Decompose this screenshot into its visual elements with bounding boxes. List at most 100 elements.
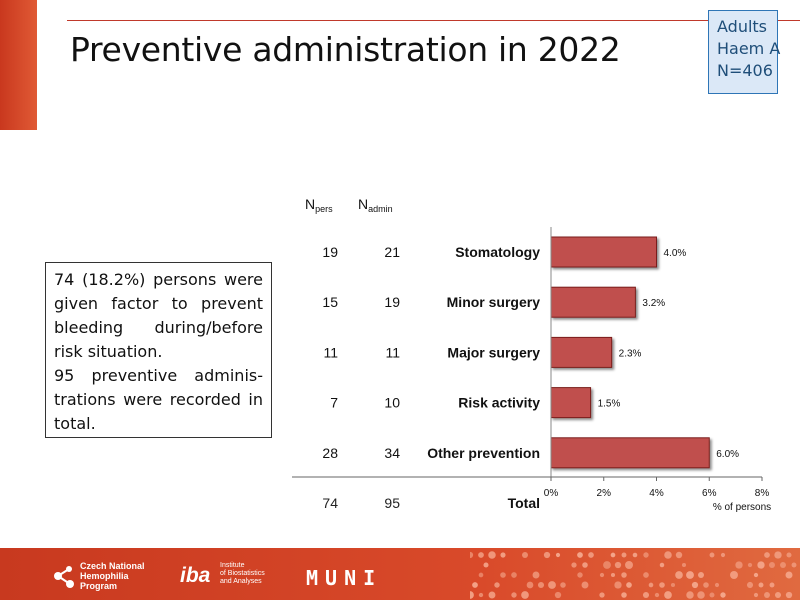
pattern-dot — [560, 582, 566, 588]
x-tick-label: 6% — [702, 488, 717, 499]
page-title: Preventive administration in 2022 — [70, 30, 621, 69]
pattern-dot — [470, 551, 474, 559]
x-axis-label: % of persons — [713, 502, 771, 513]
pattern-dot — [478, 592, 484, 598]
pattern-dot — [642, 591, 650, 599]
pattern-dot — [764, 552, 770, 558]
pattern-dot — [714, 582, 720, 588]
pattern-dot — [791, 562, 797, 568]
pattern-dot — [582, 562, 588, 568]
pattern-dot — [648, 582, 654, 588]
pattern-dot — [500, 552, 506, 558]
nadmin-value: 10 — [384, 395, 400, 411]
pattern-dot — [478, 572, 484, 578]
pattern-dot — [786, 552, 792, 558]
pattern-dot — [577, 552, 583, 558]
pattern-dot — [548, 581, 556, 589]
pattern-dot — [686, 591, 694, 599]
title-rule — [67, 20, 800, 21]
pattern-dot — [526, 581, 534, 589]
header-nadmin: Nadmin — [358, 196, 393, 214]
pattern-dot — [500, 572, 506, 578]
header-npers: Npers — [305, 196, 333, 214]
category-label: Minor surgery — [447, 294, 541, 310]
population-badge: Adults Haem A N=406 — [708, 10, 781, 94]
pattern-dot — [774, 551, 782, 559]
pattern-dot — [621, 592, 627, 598]
pattern-dot — [555, 552, 561, 558]
pattern-dot — [664, 591, 672, 599]
total-label: Total — [508, 495, 540, 511]
bar — [550, 286, 636, 318]
pattern-dot — [511, 572, 517, 578]
summary-textbox: 74 (18.2%) persons were given factor to … — [45, 262, 272, 438]
pattern-dot — [686, 571, 694, 579]
pattern-dot — [720, 592, 726, 598]
logo-text: Program — [80, 581, 118, 591]
npers-value: 19 — [322, 244, 338, 260]
pattern-dot — [709, 592, 715, 598]
data-label: 6.0% — [716, 449, 739, 460]
pattern-dot — [488, 591, 496, 599]
summary-paragraph: 95 preventive adminis-trations were reco… — [54, 366, 263, 433]
logo-text: Czech National — [80, 561, 145, 571]
iba-mark: iba — [180, 564, 211, 587]
total-nadmin: 95 — [384, 495, 400, 511]
logo-text: of Biostatistics — [220, 570, 265, 577]
muni-logo: MUNI — [306, 566, 383, 590]
nadmin-value: 19 — [384, 294, 400, 310]
pattern-dot — [698, 572, 704, 578]
pattern-dot — [746, 581, 754, 589]
data-label: 1.5% — [598, 399, 621, 410]
pattern-dot — [614, 581, 622, 589]
pattern-dot — [614, 561, 622, 569]
pattern-dot — [472, 582, 478, 588]
pattern-dot — [753, 572, 759, 578]
x-tick-label: 8% — [755, 488, 770, 499]
pattern-dot — [758, 582, 764, 588]
pattern-dot — [522, 552, 528, 558]
x-tick-label: 2% — [597, 488, 612, 499]
pattern-dot — [577, 572, 583, 578]
pattern-dot — [543, 551, 551, 559]
pattern-dot — [709, 552, 715, 558]
pattern-dot — [703, 582, 709, 588]
pattern-dot — [769, 582, 775, 588]
pattern-dot — [554, 591, 562, 599]
bar — [550, 387, 592, 419]
category-label: Stomatology — [455, 244, 540, 260]
pattern-dot — [670, 582, 676, 588]
pattern-dot — [470, 591, 474, 599]
pattern-dot — [774, 591, 782, 599]
pattern-dot — [521, 591, 529, 599]
logo-text: Institute — [220, 562, 245, 569]
logo-text: Hemophilia — [80, 571, 129, 581]
pattern-dot — [532, 571, 540, 579]
pattern-dot — [581, 581, 589, 589]
pattern-dot — [488, 551, 496, 559]
badge-line: Haem A — [717, 39, 781, 58]
logo-text: and Analyses — [220, 578, 262, 585]
x-tick-label: 4% — [649, 488, 664, 499]
pattern-dot — [697, 591, 705, 599]
pattern-dot — [720, 552, 726, 558]
bar — [550, 336, 613, 368]
pattern-dot — [780, 562, 786, 568]
pattern-dot — [654, 592, 660, 598]
category-label: Major surgery — [447, 344, 540, 360]
left-accent-bar — [0, 0, 37, 130]
data-label: 3.2% — [642, 298, 665, 309]
bar — [550, 437, 710, 469]
summary-paragraph: 74 (18.2%) persons were given factor to … — [54, 270, 263, 361]
pattern-dot — [643, 572, 649, 578]
pattern-dot — [494, 582, 500, 588]
pattern-dot — [675, 551, 683, 559]
total-npers: 74 — [322, 495, 338, 511]
pattern-dot — [610, 552, 616, 558]
pattern-dot — [621, 572, 627, 578]
pattern-dot — [599, 592, 605, 598]
pattern-dot — [603, 561, 611, 569]
npers-value: 28 — [322, 445, 338, 461]
pattern-dot — [664, 551, 672, 559]
npers-value: 15 — [322, 294, 338, 310]
